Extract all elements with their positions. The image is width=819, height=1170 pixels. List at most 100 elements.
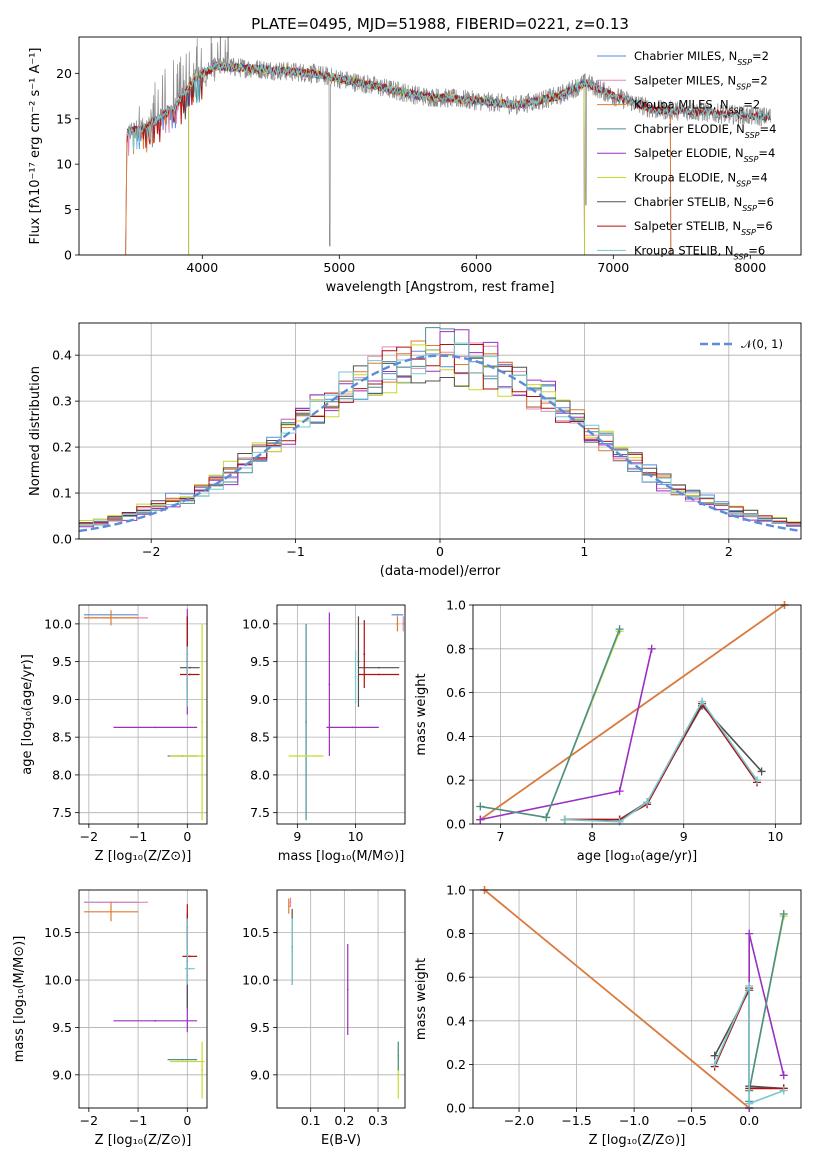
legend-label: Salpeter MILES, NSSP=2 <box>634 73 768 91</box>
data-point <box>188 666 191 669</box>
weight-line <box>564 704 763 821</box>
x-axis-label: Z [log₁₀(Z/Z⊙)] <box>589 1133 686 1148</box>
y-tick-label: 5 <box>64 202 72 217</box>
data-point <box>346 988 349 991</box>
x-tick-label: 7 <box>497 829 505 844</box>
x-tick-label: −2.0 <box>504 1113 534 1128</box>
plus-marker <box>476 802 485 811</box>
data-point <box>201 1069 203 1071</box>
y-tick-label: 0.4 <box>446 729 466 744</box>
data-point <box>287 905 290 908</box>
axes-frame <box>276 889 406 1109</box>
legend-label: Salpeter ELODIE, NSSP=4 <box>634 146 775 164</box>
y-tick-label: 9.5 <box>52 1020 72 1035</box>
y-axis-label: Normed distribution <box>28 366 43 496</box>
y-tick-label: 0.2 <box>52 440 72 455</box>
legend-tail: =6 <box>757 195 774 209</box>
panel-spectrum: 4000 5000 6000 7000 8000 0 5 10 15 20 wavelength [… <box>28 36 802 295</box>
x-tick-label: 5000 <box>323 260 355 275</box>
legend-text: Kroupa STELIB, N <box>634 243 734 257</box>
data-point <box>154 726 157 729</box>
y-tick-label: 9.5 <box>250 1020 270 1035</box>
legend-tail: =2 <box>743 98 760 112</box>
legend-subscript: SSP <box>734 252 749 261</box>
figure-title: PLATE=0495, MJD=51988, FIBERID=0221, z=0… <box>251 15 629 33</box>
legend-label: Chabrier ELODIE, NSSP=4 <box>634 122 776 140</box>
axes-frame <box>78 322 802 540</box>
y-tick-label: 10 <box>56 157 72 172</box>
plus-marker <box>542 813 551 822</box>
axes-frame <box>78 889 208 1109</box>
legend-label: Salpeter STELIB, NSSP=6 <box>634 219 773 237</box>
y-tick-label: 0.8 <box>446 926 466 941</box>
panel-EBV-mass: 0.1 0.2 0.3 9.0 9.5 10.0 10.5 E(B-V) <box>242 889 406 1148</box>
x-tick-label: 1 <box>580 544 588 559</box>
legend-tail: =4 <box>758 146 775 160</box>
legend-text: Salpeter MILES, N <box>634 73 736 87</box>
y-tick-label: 9.0 <box>52 692 72 707</box>
plus-marker <box>615 625 624 634</box>
y-tick-label: 0.0 <box>446 1101 466 1116</box>
y-tick-label: 0.2 <box>446 1057 466 1072</box>
y-tick-label: 0.4 <box>52 348 72 363</box>
data-point <box>186 755 189 757</box>
x-axis-label: (data-model)/error <box>380 564 501 579</box>
plus-marker <box>643 798 652 807</box>
legend-label: Kroupa MILES, NSSP=2 <box>634 98 760 116</box>
x-tick-label: 0.1 <box>301 1113 321 1128</box>
plus-marker <box>615 787 624 796</box>
y-tick-label: 0.1 <box>52 486 72 501</box>
axes-frame <box>472 604 802 825</box>
data-point <box>357 660 360 663</box>
x-tick-label: 0.2 <box>334 1113 354 1128</box>
legend-text: Kroupa MILES, N <box>634 98 729 112</box>
data-point <box>402 622 405 625</box>
legend-text: Kroupa ELODIE, N <box>634 171 736 185</box>
y-tick-label: 8.0 <box>250 767 270 782</box>
legend-label: Chabrier STELIB, NSSP=6 <box>634 195 774 213</box>
x-axis-label: mass [log₁₀(M/M⊙)] <box>278 849 405 864</box>
plus-marker <box>615 817 624 826</box>
y-axis-label: age [log₁₀(age/yr)] <box>20 654 35 775</box>
legend-label: Kroupa STELIB, NSSP=6 <box>634 243 765 261</box>
y-tick-label: 0.4 <box>446 1013 466 1028</box>
legend-subscript: SSP <box>736 82 751 91</box>
plus-marker <box>779 1086 788 1095</box>
x-tick-label: 9 <box>293 829 301 844</box>
legend-tail: =6 <box>756 219 773 233</box>
y-tick-label: 20 <box>56 66 72 81</box>
plus-marker <box>698 697 707 706</box>
data-point <box>291 950 294 953</box>
panel-Z-age: −2 −1 0 7.5 8.0 8.5 9.0 9.5 10.0 Z [log₁₀(Z/Z⊙)] a… <box>20 604 208 864</box>
legend-text: Chabrier STELIB, N <box>634 195 742 209</box>
data-point <box>201 721 203 723</box>
y-tick-label: 10.5 <box>242 925 270 940</box>
x-axis-label: Z [log₁₀(Z/Z⊙)] <box>95 849 192 864</box>
plus-marker <box>710 1051 719 1060</box>
legend-text: Salpeter ELODIE, N <box>634 146 744 160</box>
data-point <box>305 755 307 757</box>
data-point <box>396 622 399 625</box>
weight-line <box>480 631 621 819</box>
data-point <box>110 910 112 913</box>
weight-line <box>480 648 653 821</box>
plus-marker <box>710 1060 719 1069</box>
y-tick-label: 7.5 <box>250 805 270 820</box>
legend-text: Chabrier ELODIE, N <box>634 122 745 136</box>
y-tick-label: 7.5 <box>52 805 72 820</box>
y-axis-label: mass weight <box>414 958 429 1040</box>
residual-histogram <box>79 342 801 529</box>
x-tick-label: −1.5 <box>561 1113 591 1128</box>
y-axis-label: mass weight <box>414 673 429 755</box>
x-tick-label: −2 <box>142 544 160 559</box>
model-spectrum <box>126 62 772 152</box>
x-tick-label: 0 <box>436 544 444 559</box>
data-point <box>289 901 292 904</box>
y-axis-label: Flux [fλ10⁻¹⁷ erg cm⁻² s⁻¹ A⁻¹] <box>28 48 43 245</box>
legend-subscript: SSP <box>745 130 760 139</box>
panel-Z-mass: −2 −1 0 9.0 9.5 10.0 10.5 Z [log₁₀(Z/Z⊙)] mass [… <box>12 889 208 1148</box>
x-tick-label: 10 <box>348 829 364 844</box>
x-tick-label: 0 <box>183 829 191 844</box>
plus-marker <box>745 929 754 938</box>
